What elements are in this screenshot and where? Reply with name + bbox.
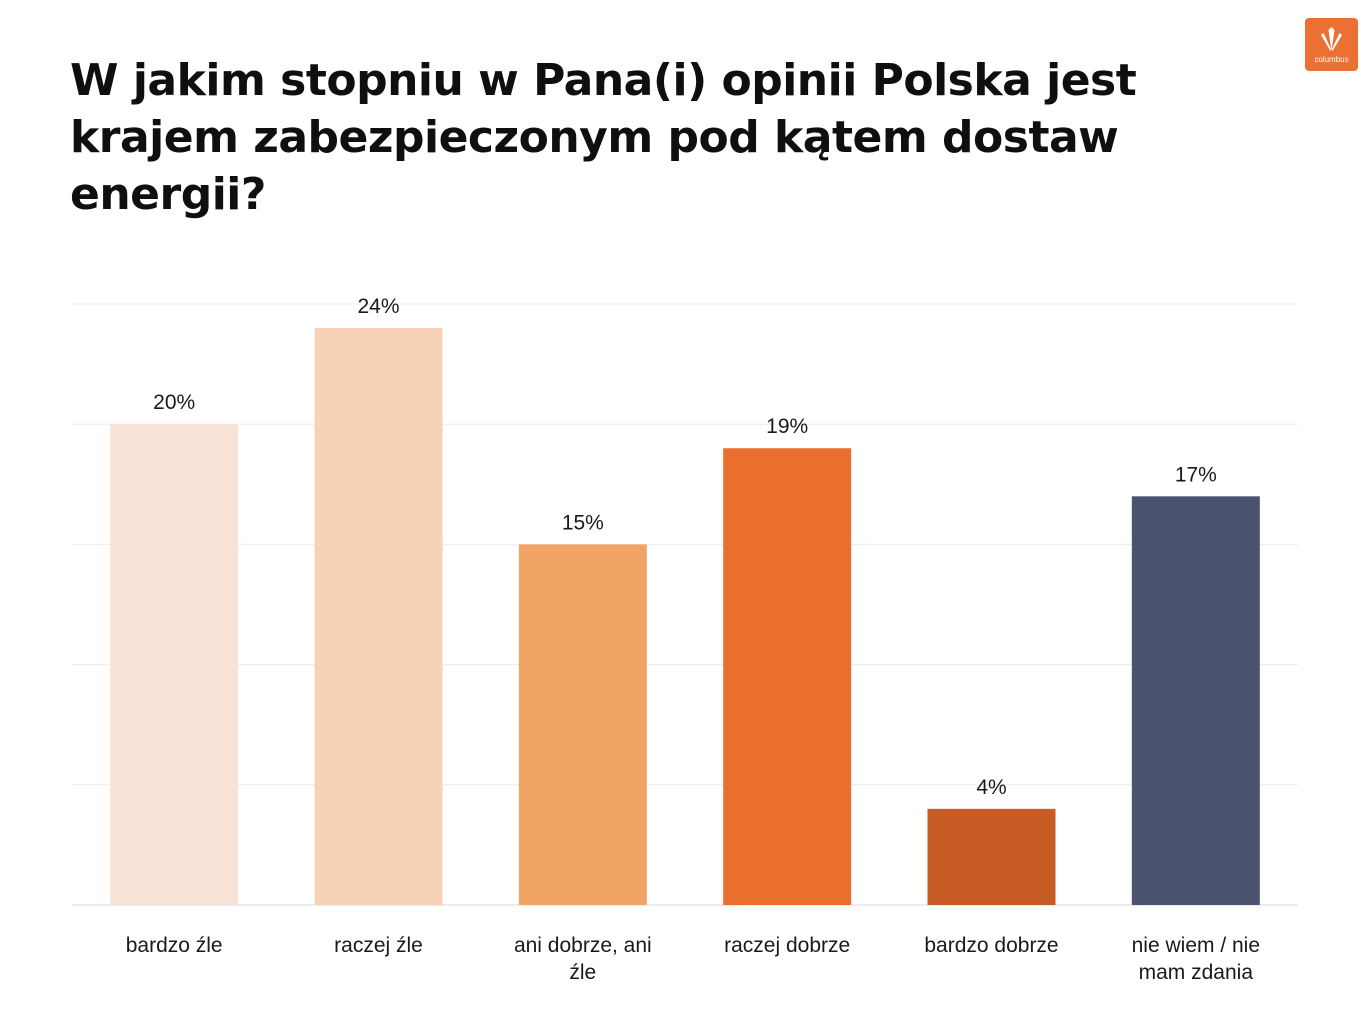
- bar: [927, 808, 1056, 905]
- bar: [1131, 496, 1260, 905]
- columbus-logo: columbus: [1305, 18, 1358, 71]
- bar-value-label: 4%: [976, 776, 1006, 799]
- bar-value-label: 19%: [766, 415, 808, 438]
- category-label: raczej źle: [334, 934, 423, 957]
- bar: [314, 328, 443, 905]
- logo-leaf-icon: [1321, 27, 1342, 51]
- bar: [723, 448, 852, 905]
- logo-text: columbus: [1314, 55, 1349, 64]
- category-label: mam zdania: [1139, 961, 1254, 984]
- bar-value-label: 20%: [153, 391, 195, 414]
- category-label: ani dobrze, ani: [514, 934, 652, 957]
- category-label: bardzo źle: [126, 934, 223, 957]
- chart-title: W jakim stopniu w Pana(i) opinii Polska …: [70, 55, 1137, 220]
- category-label: nie wiem / nie: [1132, 934, 1260, 957]
- bar-value-label: 17%: [1175, 463, 1217, 486]
- bar-value-label: 24%: [357, 295, 399, 318]
- bar: [518, 544, 647, 905]
- category-label: raczej dobrze: [724, 934, 850, 957]
- category-label: źle: [569, 961, 596, 984]
- category-label: bardzo dobrze: [924, 934, 1058, 957]
- bar-value-label: 15%: [562, 511, 604, 534]
- bar: [110, 424, 239, 905]
